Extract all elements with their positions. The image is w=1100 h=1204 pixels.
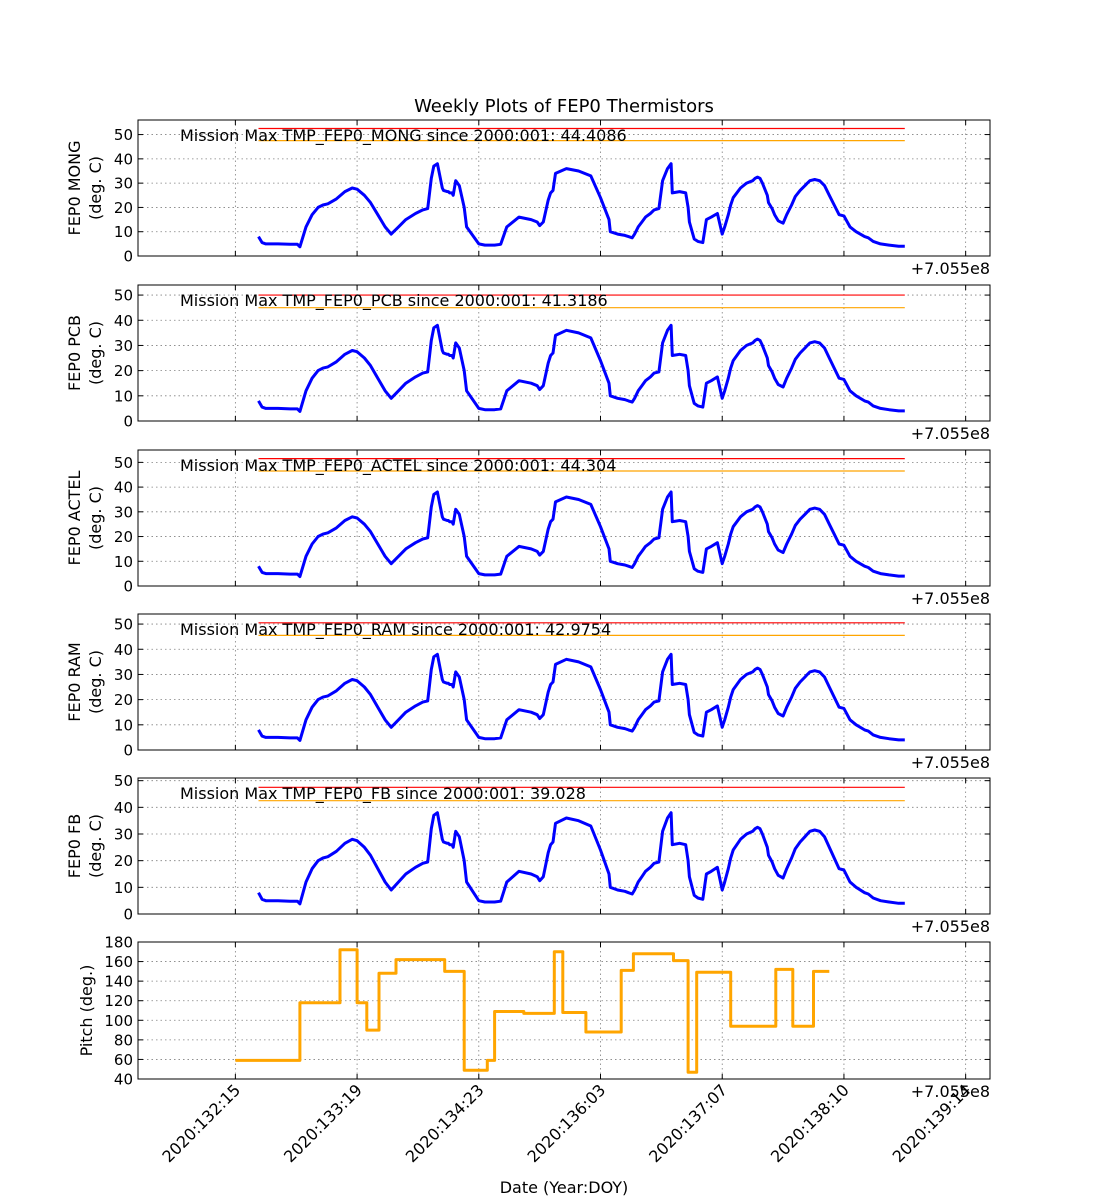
axes-frame: [137, 941, 991, 1080]
y-tick-label: 0: [123, 413, 133, 431]
y-tick-label: 40: [114, 641, 133, 659]
x-offset-label: +7.055e8: [911, 917, 990, 936]
y-axis-label: Pitch (deg.): [77, 965, 96, 1057]
y-axis-label: FEP0 MONG: [65, 141, 84, 236]
y-axis-label: (deg. C): [86, 486, 105, 550]
y-tick-label: 20: [114, 362, 133, 380]
y-tick-label: 0: [123, 578, 133, 596]
y-axis-label: (deg. C): [86, 321, 105, 385]
temperature-series-line: [257, 652, 905, 742]
y-axis-label: (deg. C): [86, 814, 105, 878]
y-tick-label: 30: [114, 337, 133, 355]
y-tick-label: 40: [114, 799, 133, 817]
axes-frame: [137, 777, 991, 915]
y-tick-label: 30: [114, 503, 133, 521]
y-tick-label: 50: [114, 454, 133, 472]
y-tick-label: 10: [114, 879, 133, 897]
y-tick-label: 20: [114, 691, 133, 709]
y-tick-label: 160: [104, 953, 133, 971]
mission-max-annotation: Mission Max TMP_FEP0_FB since 2000:001: …: [180, 784, 586, 804]
figure-title: Weekly Plots of FEP0 Thermistors: [414, 96, 714, 117]
mission-max-annotation: Mission Max TMP_FEP0_PCB since 2000:001:…: [180, 291, 608, 311]
y-tick-label: 20: [114, 852, 133, 870]
y-tick-label: 40: [114, 150, 133, 168]
subplot-5: 0 10 20 30 40 50 FEP0 FB (deg. C) Mission Max TM…: [65, 772, 991, 936]
x-offset-label: +7.055e8: [911, 1082, 990, 1101]
y-tick-label: 50: [114, 287, 133, 305]
y-axis-label: FEP0 PCB: [65, 315, 84, 391]
y-tick-label: 50: [114, 772, 133, 790]
axes-frame: [137, 119, 991, 257]
temperature-series-line: [257, 811, 905, 906]
x-offset-label: +7.055e8: [911, 424, 990, 443]
y-tick-label: 0: [123, 906, 133, 924]
y-axis-label: FEP0 ACTEL: [65, 470, 84, 565]
mission-max-annotation: Mission Max TMP_FEP0_MONG since 2000:001…: [180, 126, 627, 146]
y-tick-label: 180: [104, 934, 133, 952]
y-tick-label: 10: [114, 387, 133, 405]
x-axis-label: Date (Year:DOY): [500, 1178, 629, 1197]
temperature-series-line: [257, 162, 905, 249]
y-tick-label: 40: [114, 312, 133, 330]
y-axis-label: (deg. C): [86, 650, 105, 714]
temperature-series-line: [257, 323, 905, 413]
subplot-3: 0 10 20 30 40 50 FEP0 ACTEL (deg. C) Mission Max…: [65, 449, 991, 608]
y-tick-label: 140: [104, 973, 133, 991]
pitch-series-line: [235, 948, 830, 1074]
mission-max-annotation: Mission Max TMP_FEP0_RAM since 2000:001:…: [180, 620, 611, 640]
y-axis-label: FEP0 RAM: [65, 642, 84, 721]
y-tick-label: 10: [114, 223, 133, 241]
axes-frame: [137, 284, 991, 422]
x-offset-label: +7.055e8: [911, 589, 990, 608]
y-tick-label: 30: [114, 826, 133, 844]
y-tick-label: 50: [114, 616, 133, 634]
y-tick-label: 0: [123, 742, 133, 760]
x-offset-label: +7.055e8: [911, 259, 990, 278]
y-tick-label: 60: [114, 1051, 133, 1069]
axes-frame: [137, 613, 991, 751]
y-axis-label: FEP0 FB: [65, 814, 84, 878]
y-tick-label: 80: [114, 1031, 133, 1049]
y-tick-label: 10: [114, 716, 133, 734]
y-axis-label: (deg. C): [86, 156, 105, 220]
y-tick-label: 40: [114, 479, 133, 497]
temperature-series-line: [257, 490, 905, 579]
y-tick-label: 40: [114, 1071, 133, 1089]
subplot-2: 0 10 20 30 40 50 FEP0 PCB (deg. C) Mission Max T…: [65, 284, 991, 443]
mission-max-annotation: Mission Max TMP_FEP0_ACTEL since 2000:00…: [180, 456, 616, 476]
y-tick-label: 20: [114, 199, 133, 217]
y-tick-label: 30: [114, 666, 133, 684]
y-tick-label: 0: [123, 248, 133, 266]
axes-frame: [137, 449, 991, 587]
y-tick-label: 50: [114, 126, 133, 144]
y-tick-label: 10: [114, 553, 133, 571]
y-tick-label: 100: [104, 1012, 133, 1030]
subplot-4: 0 10 20 30 40 50 FEP0 RAM (deg. C) Mission Max T…: [65, 613, 991, 772]
y-tick-label: 20: [114, 528, 133, 546]
subplot-1: 0 10 20 30 40 50 FEP0 MONG (deg. C) Mission Max …: [65, 119, 991, 278]
y-tick-label: 30: [114, 175, 133, 193]
x-offset-label: +7.055e8: [911, 753, 990, 772]
y-tick-label: 120: [104, 992, 133, 1010]
